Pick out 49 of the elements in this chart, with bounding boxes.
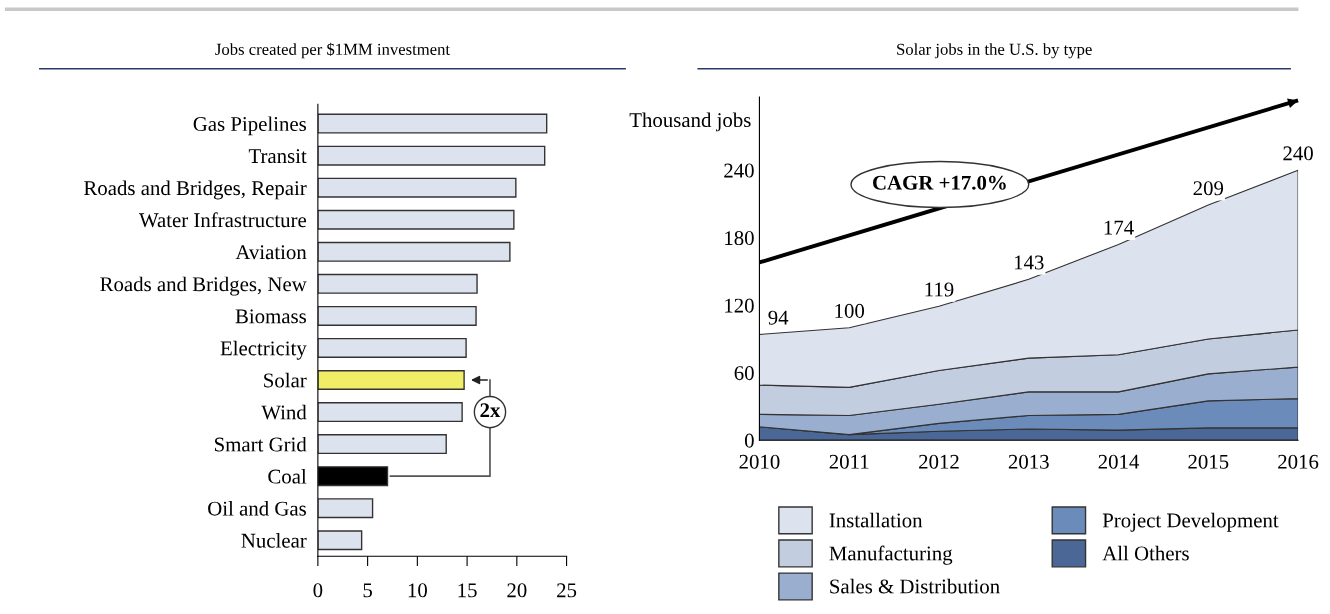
total-label: 209 <box>1193 181 1224 196</box>
legend-label: Installation <box>829 512 923 528</box>
x-tick-label: 2013 <box>1008 454 1049 469</box>
annotation: CAGR +17.0% <box>873 175 1006 190</box>
x-tick-label: 2012 <box>919 454 959 469</box>
annotation: 2x <box>480 403 501 418</box>
total-label: 100 <box>835 303 865 318</box>
total-label: 143 <box>1014 255 1044 270</box>
y-tick-label: Coal <box>268 468 307 484</box>
legend-label: Project Development <box>1102 512 1279 532</box>
y-tick-label: 120 <box>725 298 754 313</box>
y-tick-label: Oil and Gas <box>208 500 306 516</box>
x-tick-label: 2016 <box>1278 454 1319 469</box>
y-tick-label: Aviation <box>235 245 307 260</box>
y-tick-label: 0 <box>744 433 754 448</box>
y-tick-label: Wind <box>261 404 307 420</box>
x-tick-label: 10 <box>408 583 427 598</box>
legend-label: All Others <box>1102 545 1189 561</box>
x-tick-label: 2010 <box>739 454 780 469</box>
y-tick-label: 180 <box>725 231 754 246</box>
y-tick-label: Nuclear <box>241 533 307 548</box>
y-tick-label: 240 <box>724 163 754 178</box>
x-tick-label: 2011 <box>829 454 869 469</box>
y-axis-title: Thousand jobs <box>629 112 751 132</box>
x-tick-label: 2014 <box>1098 454 1140 469</box>
chart-title: Jobs created per $1MM investment <box>215 42 450 59</box>
legend-label: Sales & Distribution <box>830 578 1000 594</box>
y-tick-label: 60 <box>734 366 754 381</box>
x-tick-label: 2015 <box>1188 454 1229 469</box>
total-label: 240 <box>1283 146 1313 161</box>
y-tick-label: Gas Pipelines <box>193 116 306 136</box>
y-tick-label: Biomass <box>235 309 306 324</box>
x-tick-label: 0 <box>313 583 323 598</box>
y-tick-label: Water Infrastructure <box>138 212 307 228</box>
y-tick-label: Smart Grid <box>214 436 307 452</box>
x-tick-label: 20 <box>507 583 527 598</box>
legend-label: Manufacturing <box>829 545 953 565</box>
total-label: 174 <box>1104 220 1134 235</box>
x-tick-label: 25 <box>557 583 577 598</box>
y-tick-label: Roads and Bridges, Repair <box>84 180 307 200</box>
x-tick-label: 15 <box>458 583 477 598</box>
total-label: 94 <box>768 310 789 325</box>
x-tick-label: 5 <box>363 583 373 598</box>
y-tick-label: Solar <box>264 372 307 388</box>
y-tick-label: Roads and Bridges, New <box>100 276 307 296</box>
y-tick-label: Electricity <box>220 340 307 360</box>
chart-title: Solar jobs in the U.S. by type <box>897 43 1092 59</box>
total-label: 119 <box>925 282 954 297</box>
y-tick-label: Transit <box>248 149 307 164</box>
